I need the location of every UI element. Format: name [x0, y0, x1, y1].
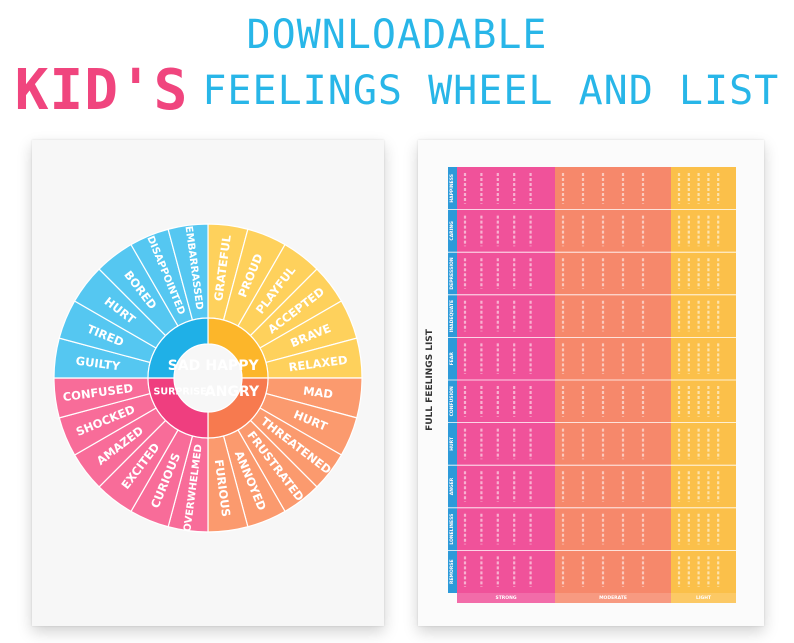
wheel-word-guilty: GUILTY [75, 354, 122, 374]
wheel-core-surprised [147, 377, 209, 439]
list-row-label-confusion: CONFUSION [449, 386, 455, 416]
list-column-label-moderate: MODERATE [599, 595, 627, 601]
list-footer-strong [457, 593, 555, 603]
list-row-label-caring: CARING [449, 221, 455, 241]
list-column-label-strong: STRONG [495, 595, 516, 601]
list-row-label-inadequate: INADEQUATE [449, 300, 455, 332]
list-row-label-depression: DEPRESSION [449, 257, 455, 289]
feelings-wheel: GRATEFUL PROUDPLAYFULACCEPTEDBRAVERELAXED… [53, 223, 363, 533]
wheel-word-mad: MAD [302, 384, 333, 402]
list-row-label-fear: FEAR [449, 352, 455, 366]
header-title-line1: DOWNLOADABLE [246, 12, 548, 58]
header-kids-word: KID'S [14, 58, 189, 123]
wheel-center-happy: HAPPY [205, 358, 259, 374]
wheel-center-sad: SAD [168, 358, 201, 374]
feelings-list-poster: FULL FEELINGS LIST STRONG MODERATE LIGHT HAP… [418, 140, 764, 626]
wheel-center-angry: ANGRY [205, 384, 260, 400]
list-title: FULL FEELINGS LIST [425, 328, 435, 431]
wheel-core-sad [147, 317, 209, 379]
list-row-label-remorse: REMORSE [449, 559, 455, 584]
header-title-line2: KID'S FEELINGS WHEEL AND LIST [0, 58, 794, 123]
list-row-label-loneliness: LONELINESS [449, 514, 455, 545]
feelings-wheel-poster: GRATEFUL PROUD PLAYFUL ACCEPTED BRAVE RELAXED… [32, 140, 384, 626]
list-column-label-light: LIGHT [696, 595, 712, 601]
header-title-rest: FEELINGS WHEEL AND LIST [202, 67, 780, 114]
feelings-list-table: FULL FEELINGS LIST STRONG MODERATE LIGHT HAP… [425, 167, 736, 603]
wheel-center-surprised: SURPRISED [154, 387, 215, 398]
wheel-core-angry [207, 377, 269, 439]
list-row-label-anger: ANGER [449, 477, 455, 495]
list-footer-moderate [555, 593, 671, 603]
list-footer-light [671, 593, 736, 603]
list-row-label-hurt: HURT [449, 436, 455, 451]
wheel-core-happy [207, 317, 269, 379]
list-row-label-happiness: HAPPINESS [449, 174, 455, 203]
